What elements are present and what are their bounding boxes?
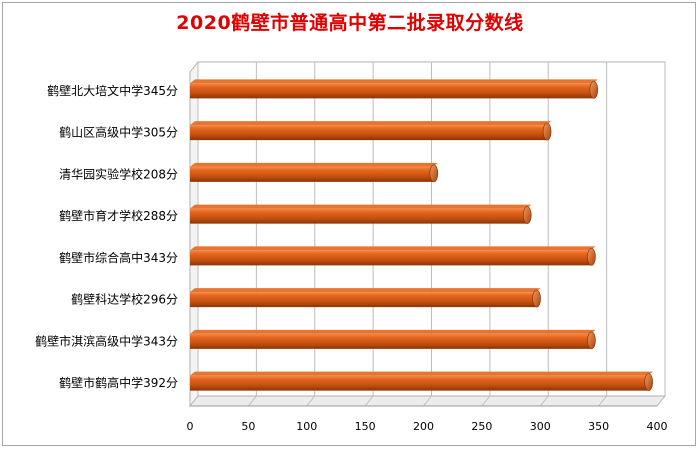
- bar-top: [190, 162, 438, 167]
- gridline-floor: [189, 395, 199, 407]
- bar-top: [190, 371, 653, 376]
- bar-body: [190, 125, 547, 141]
- bar-top: [190, 329, 596, 334]
- bar: [190, 288, 541, 308]
- bar-top: [190, 121, 552, 126]
- bar-end-cap: [589, 81, 599, 99]
- gridline-floor: [247, 395, 257, 407]
- gridline-floor: [598, 395, 608, 407]
- bar: [190, 371, 653, 391]
- bar: [190, 121, 552, 141]
- category-label: 鹤壁市综合高中343分: [59, 250, 178, 265]
- category-label: 鹤壁北大培文中学345分: [47, 83, 178, 98]
- bar: [190, 246, 596, 266]
- x-tick-label: 100: [296, 420, 317, 433]
- bar: [190, 204, 532, 224]
- chart-title: 2020鹤壁市普通高中第二批录取分数线: [176, 12, 524, 34]
- bar-end-cap: [587, 331, 596, 350]
- x-tick-label: 250: [471, 420, 492, 433]
- bar-body: [190, 375, 648, 391]
- bar-top: [190, 246, 596, 251]
- bar-top: [190, 204, 532, 209]
- bar-end-cap: [522, 206, 532, 224]
- gridline-floor: [481, 395, 491, 407]
- bar-end-cap: [644, 373, 653, 391]
- bar: [190, 162, 439, 183]
- category-label: 鹤壁市鹤高中学392分: [59, 375, 178, 390]
- bar-body: [190, 83, 593, 99]
- x-tick-label: 400: [647, 420, 668, 433]
- bar-end-cap: [532, 289, 541, 308]
- bar-body: [190, 333, 591, 349]
- bar-end-cap: [587, 248, 596, 266]
- category-label: 鹤壁科达学校296分: [71, 292, 178, 307]
- category-label: 鹤壁市育才学校288分: [59, 208, 178, 223]
- bar-top: [190, 288, 541, 293]
- x-tick-label: 200: [413, 420, 434, 433]
- side-wall: [189, 60, 199, 408]
- bar-body: [190, 208, 527, 224]
- category-label: 鹤山区高级中学305分: [59, 125, 178, 140]
- gridline-floor: [364, 395, 374, 407]
- gridline-floor: [423, 395, 432, 407]
- x-tick-label: 0: [187, 420, 194, 433]
- gridline-floor: [306, 395, 316, 407]
- bar-body: [190, 292, 536, 308]
- gridline-floor: [539, 395, 549, 407]
- category-label: 清华园实验学校208分: [59, 166, 178, 181]
- category-label: 鹤壁市淇滨高级中学343分: [35, 333, 178, 348]
- x-tick-label: 300: [530, 420, 551, 433]
- gridline-floor: [656, 395, 666, 407]
- bar-end-cap: [542, 122, 552, 141]
- bar-body: [190, 166, 433, 182]
- bar: [190, 79, 599, 99]
- x-tick-label: 150: [355, 420, 376, 433]
- bar: [190, 329, 596, 350]
- bar-end-cap: [429, 164, 439, 183]
- x-tick-label: 50: [241, 420, 255, 433]
- x-tick-label: 350: [588, 420, 609, 433]
- bar-top: [190, 79, 598, 84]
- bar-body: [190, 250, 591, 266]
